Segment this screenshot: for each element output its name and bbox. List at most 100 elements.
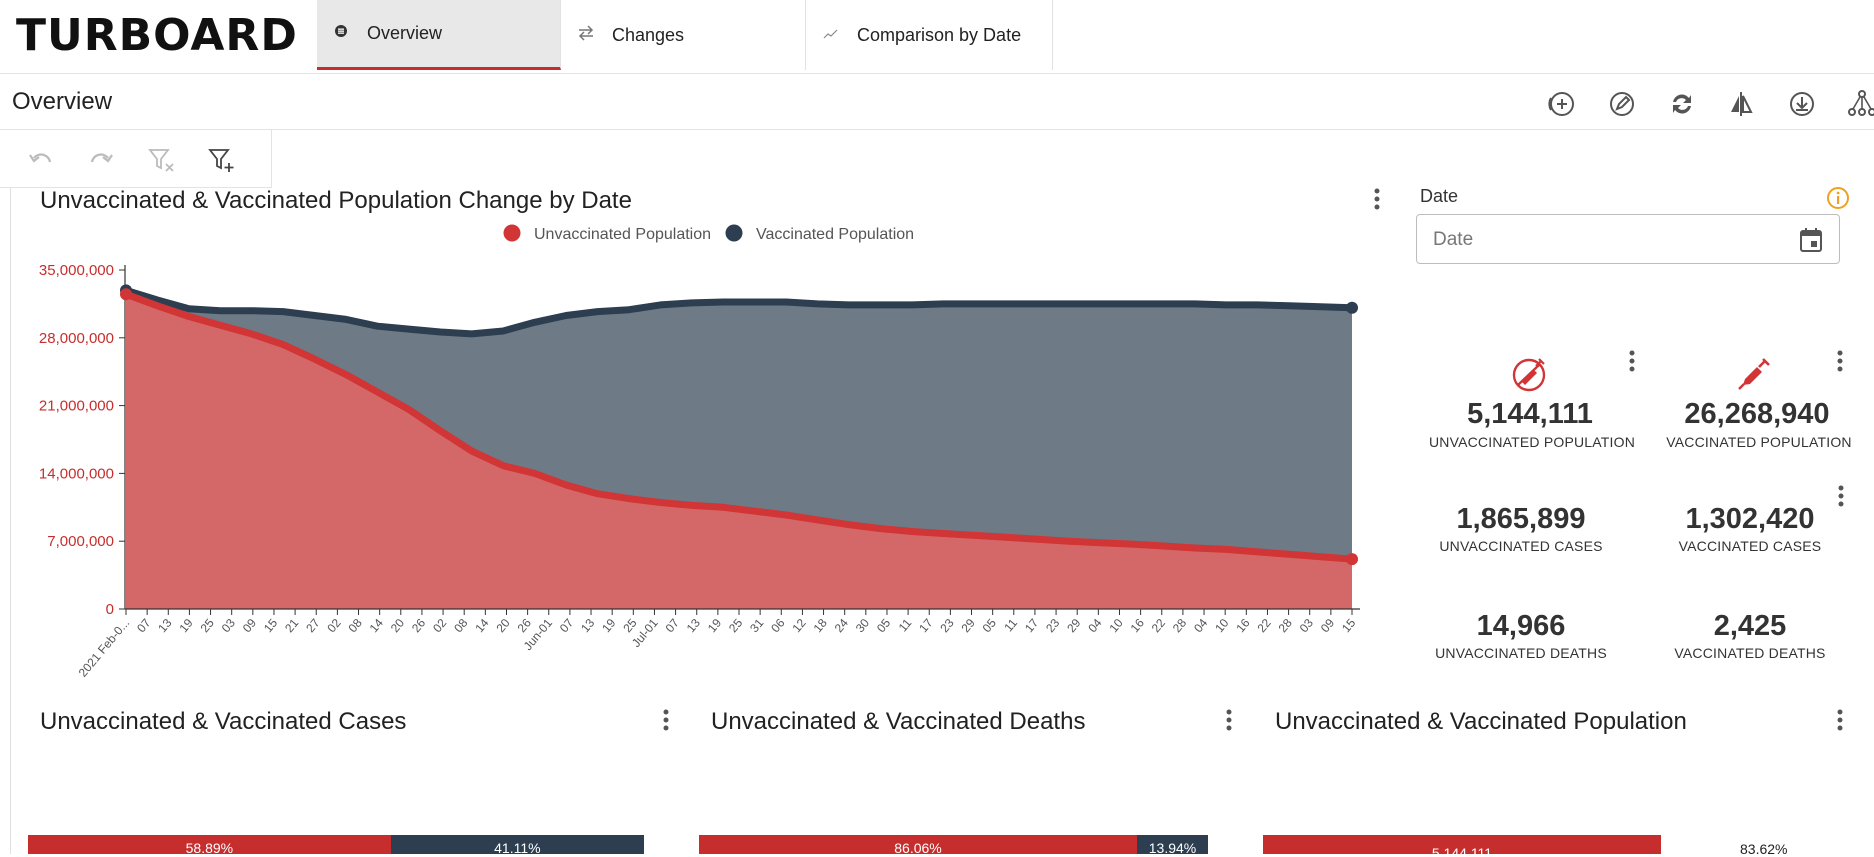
kpi-population-menu-icon-2[interactable] — [1835, 349, 1845, 375]
x-tick-label: 20 — [388, 616, 408, 635]
y-tick-label: 35,000,000 — [39, 262, 114, 279]
kpi-unvaccinated-population-label: UNVACCINATED POPULATION — [1428, 434, 1636, 450]
page-toolbar — [0, 74, 1874, 130]
series-start-point[interactable] — [120, 288, 132, 301]
main-chart-menu-icon[interactable] — [1372, 187, 1382, 213]
chart-legend: Unvaccinated Population Vaccinated Popul… — [503, 224, 914, 243]
x-tick-label: 18 — [811, 616, 831, 635]
kpi-population-menu-icon[interactable] — [1627, 349, 1637, 375]
cases-stacked-bar: 58.89% 41.11% — [28, 835, 644, 854]
calendar-icon[interactable] — [1799, 227, 1823, 258]
add-circle-icon[interactable] — [1545, 88, 1577, 120]
x-tick-label: 26 — [409, 616, 429, 635]
x-tick-label: 11 — [896, 616, 915, 635]
deaths-bar-unvaccinated[interactable]: 86.06% — [699, 835, 1138, 854]
x-tick-label: 14 — [367, 616, 387, 635]
x-tick-label: 02 — [324, 616, 344, 635]
y-tick-label: 0 — [106, 601, 114, 618]
x-tick-label: 05 — [874, 616, 894, 635]
page-title: Overview — [12, 88, 113, 115]
y-tick-label: 14,000,000 — [39, 465, 114, 482]
kpi-vaccinated-population-value: 26,268,940 — [1684, 398, 1830, 430]
tab-changes-label: Changes — [612, 24, 685, 45]
x-tick-label: 31 — [747, 616, 767, 635]
x-tick-label: 07 — [663, 616, 683, 635]
tab-overview-label: Overview — [367, 23, 443, 43]
top-bar — [0, 0, 1874, 74]
legend-swatch-unvaccinated — [503, 224, 521, 242]
kpi-cases-menu-icon[interactable] — [1836, 484, 1846, 510]
no-syringe-icon — [1512, 355, 1548, 395]
x-tick-label: 24 — [832, 616, 852, 635]
main-chart-title: Unvaccinated & Vaccinated Population Cha… — [40, 187, 632, 214]
kpi-unvaccinated-cases-label: UNVACCINATED CASES — [1439, 538, 1603, 554]
cases-panel-title: Unvaccinated & Vaccinated Cases — [40, 708, 407, 735]
compare-icon[interactable] — [1726, 88, 1758, 120]
kpi-vaccinated-population-label: VACCINATED POPULATION — [1666, 434, 1852, 450]
x-tick-label: 23 — [1043, 616, 1063, 635]
x-tick-label: 28 — [1170, 616, 1190, 635]
edit-icon[interactable] — [1606, 88, 1638, 120]
cases-bar-unvaccinated[interactable]: 58.89% — [28, 835, 391, 854]
cases-panel-menu-icon[interactable] — [661, 708, 671, 734]
add-filter-icon[interactable] — [207, 145, 237, 175]
deaths-panel-menu-icon[interactable] — [1224, 708, 1234, 734]
x-tick-label: 13 — [684, 616, 704, 635]
date-filter-box[interactable] — [1416, 214, 1840, 264]
legend-swatch-vaccinated — [725, 224, 743, 242]
x-tick-label: 17 — [916, 616, 936, 635]
panel-divider — [10, 188, 11, 854]
area-unvaccinated — [126, 294, 1352, 609]
kpi-vaccinated-deaths-value: 2,425 — [1713, 610, 1787, 642]
x-tick-label: 13 — [155, 616, 175, 635]
x-tick-label: 19 — [705, 616, 725, 635]
y-tick-label: 21,000,000 — [39, 398, 114, 415]
tab-comparison-label: Comparison by Date — [857, 24, 1022, 45]
syringe-icon — [1737, 355, 1773, 391]
x-tick-label: 14 — [472, 616, 492, 635]
x-tick-label: 06 — [768, 616, 788, 635]
download-icon[interactable] — [1786, 88, 1818, 120]
x-tick-label: 12 — [789, 616, 809, 635]
overview-icon — [331, 24, 351, 43]
chart-small-icon — [821, 26, 841, 45]
legend-label-unvaccinated[interactable]: Unvaccinated Population — [534, 226, 711, 243]
chart-areas — [120, 284, 1358, 609]
arrows-icon — [576, 24, 596, 46]
x-tick-label: 29 — [1064, 616, 1084, 635]
kpi-vaccinated-cases-label: VACCINATED CASES — [1678, 538, 1822, 554]
x-tick-label: 10 — [1212, 616, 1232, 635]
y-tick-label: 7,000,000 — [47, 533, 114, 550]
redo-icon[interactable] — [86, 145, 116, 175]
population-panel-menu-icon[interactable] — [1835, 708, 1845, 734]
series-end-point[interactable] — [1346, 553, 1358, 566]
x-tick-label: 16 — [1233, 616, 1253, 635]
x-tick-label: 25 — [198, 616, 218, 635]
info-icon[interactable] — [1826, 186, 1850, 210]
x-tick-label: 25 — [726, 616, 746, 635]
x-tick-label: 15 — [1339, 616, 1359, 635]
date-filter-label: Date — [1420, 186, 1459, 206]
filter-toolbar — [0, 130, 272, 188]
x-tick-label: 07 — [557, 616, 577, 635]
date-input[interactable] — [1431, 225, 1775, 255]
clear-filter-icon[interactable] — [147, 145, 177, 175]
population-bar-unvaccinated[interactable]: 5,144,111 — [1263, 835, 1662, 854]
tab-changes[interactable]: Changes — [562, 0, 806, 70]
cases-bar-vaccinated[interactable]: 41.11% — [390, 835, 644, 854]
legend-label-vaccinated[interactable]: Vaccinated Population — [756, 226, 914, 243]
turboard-logo: TURBOARD — [16, 10, 298, 61]
kpi-vaccinated-cases-value: 1,302,420 — [1685, 503, 1815, 535]
series-end-point[interactable] — [1346, 301, 1358, 314]
refresh-icon[interactable] — [1666, 88, 1698, 120]
x-tick-label: 10 — [1106, 616, 1126, 635]
tab-comparison-by-date[interactable]: Comparison by Date — [807, 0, 1053, 70]
tab-overview[interactable]: Overview — [317, 0, 561, 70]
deaths-bar-vaccinated[interactable]: 13.94% — [1137, 835, 1208, 854]
x-tick-label: 07 — [134, 616, 154, 635]
undo-icon[interactable] — [26, 145, 56, 175]
hierarchy-icon[interactable] — [1846, 88, 1874, 120]
y-axis: 35,000,000 28,000,000 21,000,000 14,000,000… — [39, 262, 126, 618]
kpi-unvaccinated-deaths-label: UNVACCINATED DEATHS — [1435, 645, 1607, 661]
x-tick-label: 21 — [282, 616, 302, 635]
